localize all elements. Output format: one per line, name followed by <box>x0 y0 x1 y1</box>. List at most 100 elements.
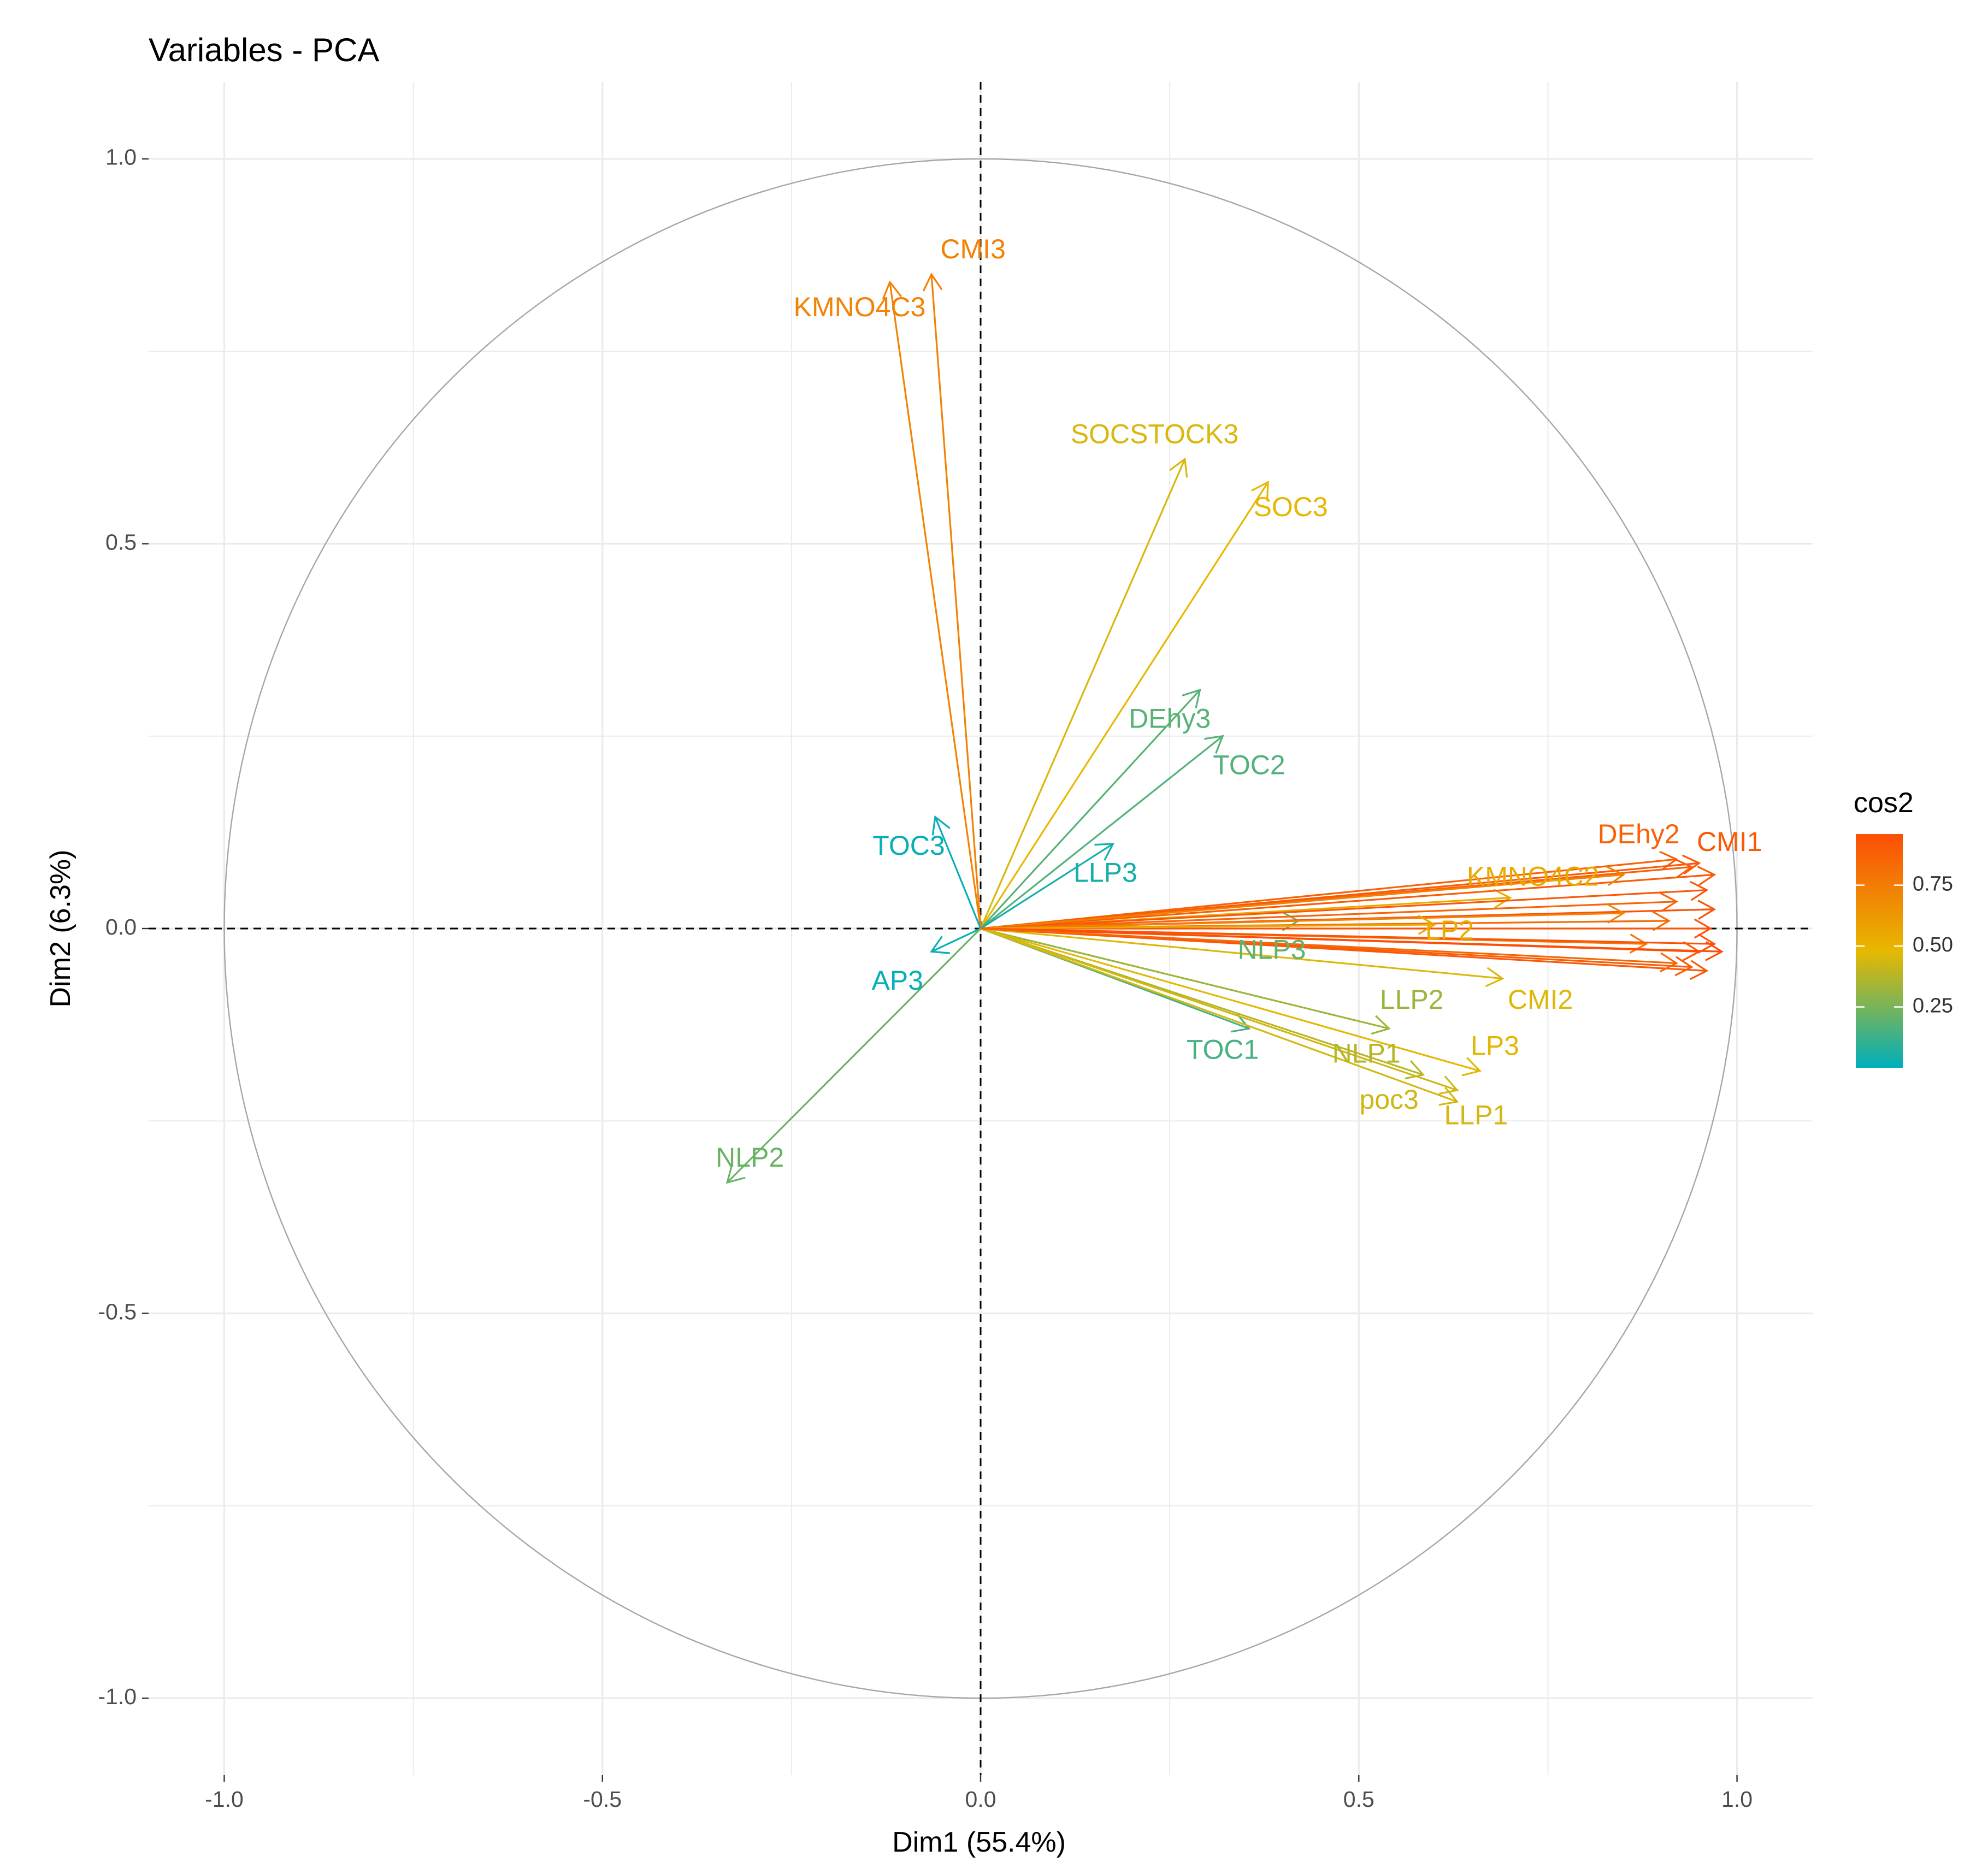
arrow-llp1 <box>980 927 1459 1106</box>
y-tick-label: -0.5 <box>98 1299 137 1324</box>
x-axis-title: Dim1 (55.4%) <box>892 1826 1066 1858</box>
arrow-head <box>1204 735 1224 754</box>
variable-label-kmno4c2: KMNO4C2 <box>1467 861 1599 892</box>
x-tick-label: 0.5 <box>1343 1787 1375 1812</box>
axes: -1.0 -0.5 0.0 0.5 1.0 -1.0 -0.5 0.0 0.5 1.0 <box>98 145 1753 1812</box>
arrow-unlabeled-32 <box>980 927 1716 954</box>
variable-label-llp2: LLP2 <box>1380 984 1444 1015</box>
arrow-unlabeled-27 <box>980 903 1626 930</box>
arrow-cmi3 <box>922 273 982 929</box>
arrow-ap3 <box>930 927 981 954</box>
arrow-head <box>930 936 951 954</box>
arrow-soc3 <box>980 481 1269 929</box>
arrow-head <box>1674 956 1694 977</box>
arrow-kmno4c3 <box>882 280 982 929</box>
legend-tick-label: 0.25 <box>1913 995 1953 1018</box>
arrow-shaft <box>980 858 1677 930</box>
variable-label-cmi2: CMI2 <box>1508 984 1573 1015</box>
arrow-head <box>1606 866 1626 886</box>
y-tick-label: -1.0 <box>98 1684 137 1709</box>
arrow-shaft <box>980 481 1269 929</box>
arrow-shaft <box>980 927 1677 965</box>
arrow-shaft <box>980 873 1624 930</box>
arrow-cmi2 <box>980 927 1505 988</box>
variable-label-nlp1: NLP1 <box>1332 1038 1401 1069</box>
arrow-unlabeled-26 <box>980 892 1678 930</box>
variable-label-dehy2: DEhy2 <box>1598 819 1680 849</box>
arrow-unlabeled-24 <box>980 880 1709 930</box>
arrow-head <box>1659 892 1678 913</box>
arrow-shaft <box>980 927 1458 1103</box>
arrow-head <box>882 280 902 300</box>
arrow-head <box>1182 688 1201 708</box>
arrow-unlabeled-22 <box>980 866 1716 930</box>
arrow-poc3 <box>980 927 1459 1095</box>
variable-label-cmi1: CMI1 <box>1697 826 1762 857</box>
arrow-unlabeled-30 <box>980 914 1436 935</box>
arrow-head <box>1705 941 1724 961</box>
arrow-shaft <box>980 924 1435 930</box>
variable-label-nlp3: NLP3 <box>1238 934 1306 965</box>
arrow-dehy3 <box>980 688 1201 930</box>
arrow-shaft <box>980 901 1677 930</box>
arrow-shaft <box>980 873 1715 930</box>
arrow-head <box>1607 903 1626 924</box>
arrow-head <box>1493 888 1512 909</box>
arrow-shaft <box>980 927 1458 1091</box>
arrow-head <box>1094 843 1114 861</box>
arrow-llp2 <box>980 927 1391 1035</box>
arrow-shaft <box>931 927 981 953</box>
arrow-head <box>1438 1075 1459 1095</box>
arrow-head <box>922 273 943 292</box>
arrow-head <box>1697 866 1716 886</box>
arrow-shaft <box>980 843 1114 930</box>
variable-label-llp1: LLP1 <box>1444 1099 1508 1130</box>
legend-colorbar <box>1856 834 1903 1068</box>
arrow-head <box>1682 854 1701 875</box>
plot-title: Variables - PCA <box>149 32 379 68</box>
arrow-head <box>1230 1013 1251 1033</box>
arrow-shaft <box>727 927 982 1184</box>
cos2-legend: cos2 0.25 0.50 0.75 <box>1854 787 1953 1068</box>
variable-label-kmno4c3: KMNO4C3 <box>794 292 926 322</box>
arrow-head <box>1418 914 1436 935</box>
x-tick-label: 1.0 <box>1721 1787 1753 1812</box>
x-tick-label: -0.5 <box>583 1787 622 1812</box>
arrow-head <box>1371 1015 1391 1035</box>
arrow-head <box>1652 911 1671 931</box>
legend-tick-label: 0.50 <box>1913 933 1953 956</box>
arrow-shaft <box>980 927 1707 972</box>
variable-label-cmi3: CMI3 <box>940 234 1005 264</box>
arrow-toc3 <box>931 815 982 929</box>
arrow-head <box>1674 858 1694 879</box>
arrow-shaft <box>980 927 1503 980</box>
variable-label-socstock3: SOCSTOCK3 <box>1071 418 1239 449</box>
arrow-shaft <box>980 689 1201 930</box>
arrow-shaft <box>980 889 1707 930</box>
arrow-unlabeled-23 <box>980 866 1626 930</box>
arrow-nlp2 <box>725 927 982 1184</box>
variable-label-lp3: LP3 <box>1471 1031 1519 1061</box>
arrow-head <box>1690 880 1709 901</box>
arrow-lp3 <box>980 927 1482 1077</box>
arrow-shaft <box>889 282 982 929</box>
legend-title: cos2 <box>1854 787 1914 819</box>
arrow-llp3 <box>980 843 1114 930</box>
arrow-head <box>1690 960 1709 980</box>
arrow-head <box>1485 967 1505 988</box>
legend-tick-label: 0.75 <box>1913 873 1953 896</box>
variable-label-toc2: TOC2 <box>1213 749 1285 780</box>
arrow-shaft <box>980 927 1722 953</box>
arrow-head <box>1697 900 1716 920</box>
y-tick-label: 0.5 <box>105 529 137 554</box>
variable-label-toc1: TOC1 <box>1187 1034 1259 1065</box>
arrow-socstock3 <box>980 457 1188 929</box>
arrow-head <box>1251 481 1269 501</box>
arrow-unlabeled-37 <box>980 927 1678 973</box>
arrow-unlabeled-34 <box>980 927 1724 961</box>
arrow-head <box>1405 1060 1425 1080</box>
arrow-shaft <box>980 912 1624 930</box>
